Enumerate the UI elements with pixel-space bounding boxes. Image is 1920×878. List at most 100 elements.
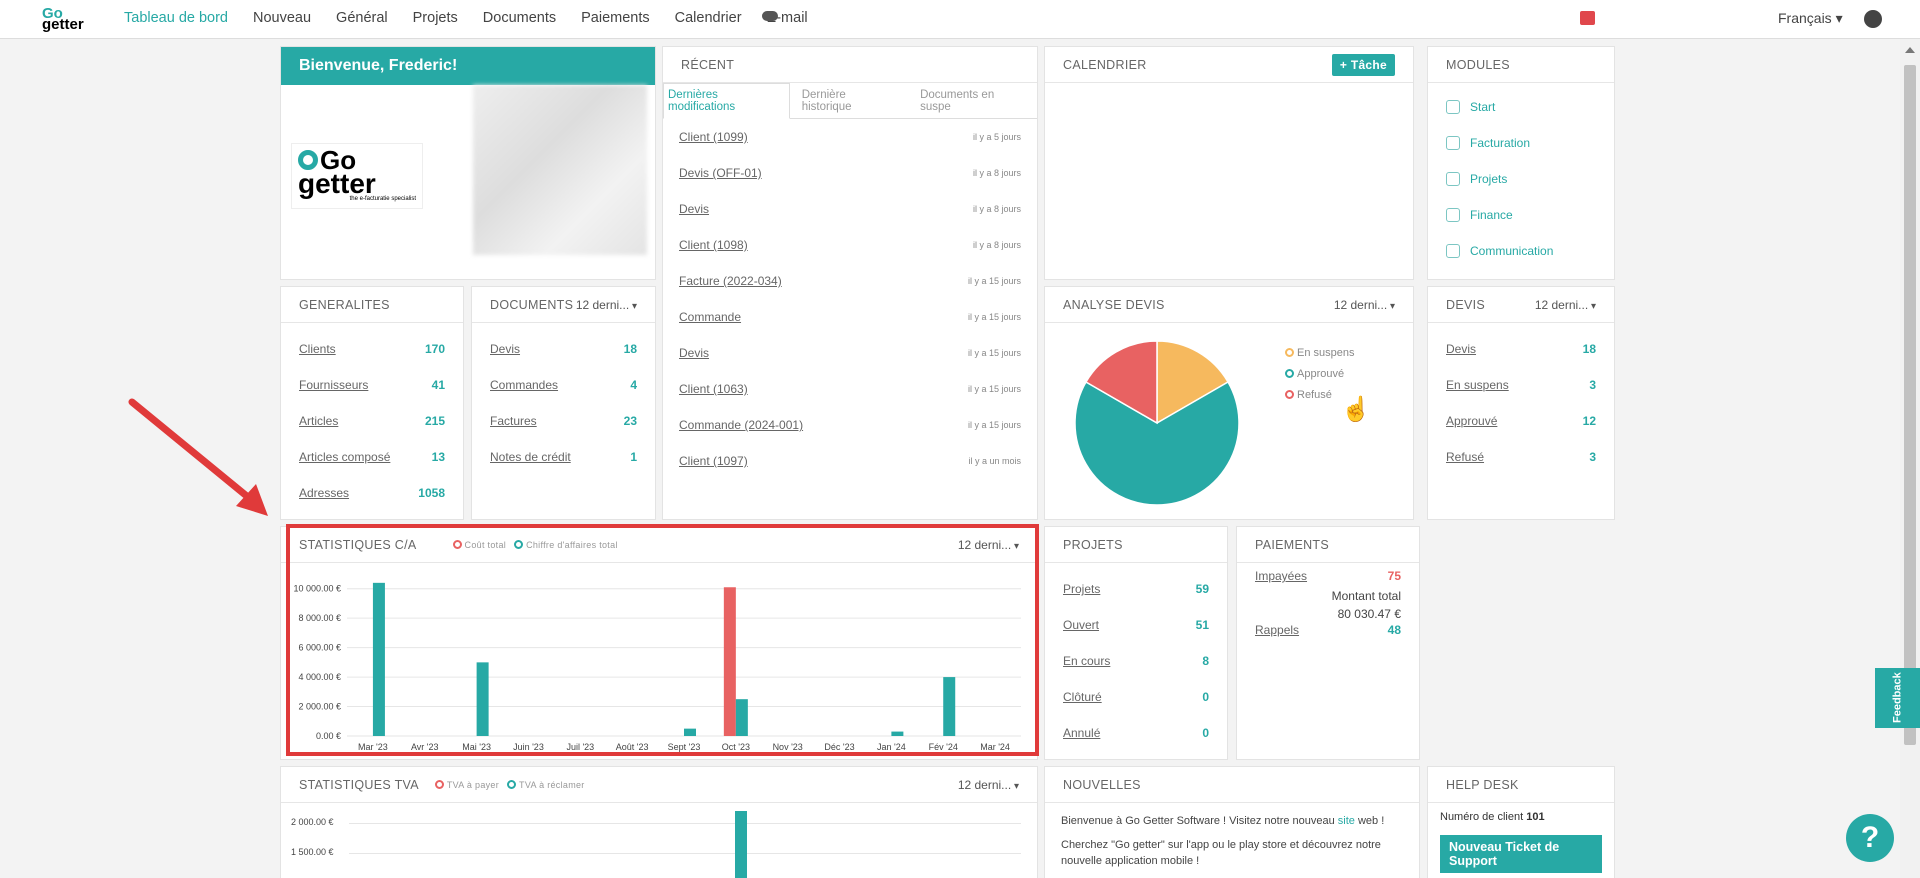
recent-item-link[interactable]: Commande (2024-001) [679,418,804,432]
nouvelles-panel: NOUVELLES Bienvenue à Go Getter Software… [1044,766,1420,878]
cloud-icon[interactable] [762,11,778,21]
stat-link-articles[interactable]: Articles [299,414,339,428]
stat-link-clients[interactable]: Clients [299,342,336,356]
scroll-up-arrow-icon[interactable] [1905,47,1915,53]
stat-link-invoices[interactable]: Factures [490,414,537,428]
stat-link-composite-articles[interactable]: Articles composé [299,450,391,464]
recent-item-time: il y a 8 jours [972,204,1021,214]
nav-item-dashboard[interactable]: Tableau de bord [124,10,228,26]
period-dropdown[interactable]: 12 derni... [958,778,1019,792]
stat-link-quotes[interactable]: Devis [1446,342,1477,356]
module-start[interactable]: Start [1446,89,1596,125]
tab-last-history[interactable]: Dernière historique [801,88,852,113]
stat-value: 215 [424,414,445,428]
recent-item-time: il y a 15 jours [967,276,1021,286]
new-support-ticket-button[interactable]: Nouveau Ticket de Support [1440,835,1602,873]
legend-label: Chiffre d'affaires total [526,539,618,550]
reminders-link[interactable]: Rappels [1255,623,1300,637]
legend-item[interactable]: Approuvé [1285,364,1354,385]
module-finance[interactable]: Finance [1446,197,1596,233]
legend-item[interactable]: En suspens [1285,343,1354,364]
avatar[interactable] [1864,10,1882,28]
help-button[interactable]: ? [1846,814,1894,862]
recent-item-link[interactable]: Client (1063) [679,382,748,396]
module-invoicing[interactable]: Facturation [1446,125,1596,161]
legend-dot [452,539,462,549]
language-selector[interactable]: Français ▾ [1778,10,1843,27]
welcome-panel: Bienvenue, Frederic! Go getter the e-fac… [280,46,656,280]
stat-link-projects[interactable]: Projets [1063,582,1101,596]
stat-link-open[interactable]: Ouvert [1063,618,1100,632]
bar [476,662,489,736]
tab-last-modifications[interactable]: Dernières modifications [663,83,790,119]
recent-item: Devis (OFF-01) il y a 8 jours [679,155,1021,191]
recent-item-link[interactable]: Facture (2022-034) [679,274,782,288]
page-scrollbar[interactable] [1900,39,1920,878]
nav-item-projects[interactable]: Projets [412,10,458,26]
stat-row: En suspens 3 [1446,367,1596,403]
stat-link-pending[interactable]: En suspens [1446,378,1509,392]
question-icon: ? [1860,821,1880,854]
stat-link-suppliers[interactable]: Fournisseurs [299,378,369,392]
nav-item-calendar[interactable]: Calendrier [674,10,742,26]
stat-link-cancelled[interactable]: Annulé [1063,726,1101,740]
x-tick-label: Mai '23 [462,742,491,752]
nav-item-general[interactable]: Général [336,10,388,26]
stat-link-closed[interactable]: Clôturé [1063,690,1102,704]
modules-title: MODULES [1446,57,1510,72]
stats-ca-title: STATISTIQUES C/A [299,537,417,552]
recent-item-link[interactable]: Devis [679,346,710,360]
legend-item[interactable]: Refusé [1285,385,1354,406]
stat-link-quotes[interactable]: Devis [490,342,521,356]
stat-link-approved[interactable]: Approuvé [1446,414,1498,428]
feedback-tab[interactable]: Feedback [1875,668,1920,728]
chart-legend: Coût total Chiffre d'affaires total [452,539,618,550]
app-logo[interactable]: Go getter [42,6,84,32]
stat-row: Annulé 0 [1063,715,1209,751]
recent-panel: RÉCENT Dernières modifications Dernière … [662,46,1038,520]
legend-item[interactable]: TVA à réclamer [507,779,585,790]
scrollbar-thumb[interactable] [1904,65,1916,745]
stat-link-addresses[interactable]: Adresses [299,486,350,500]
calendar-panel: CALENDRIER + Tâche [1044,46,1414,280]
stat-value: 13 [431,450,445,464]
period-dropdown[interactable]: 12 derni... [576,298,637,312]
stat-link-orders[interactable]: Commandes [490,378,559,392]
bar [684,728,696,736]
recent-item-time: il y a 15 jours [967,420,1021,430]
module-projects[interactable]: Projets [1446,161,1596,197]
period-dropdown[interactable]: 12 derni... [1334,298,1395,312]
nav-item-new[interactable]: Nouveau [253,10,312,26]
blurred-image [473,85,647,255]
stat-row: Fournisseurs 41 [299,367,445,403]
legend-item[interactable]: Chiffre d'affaires total [514,539,618,550]
recent-item-time: il y a 15 jours [967,384,1021,394]
recent-item-link[interactable]: Devis [679,202,710,216]
nav-item-documents[interactable]: Documents [482,10,557,26]
stat-link-in-progress[interactable]: En cours [1063,654,1111,668]
period-dropdown[interactable]: 12 derni... [1535,298,1596,312]
legend-item[interactable]: TVA à payer [434,779,499,790]
add-task-button[interactable]: + Tâche [1331,53,1395,76]
unpaid-link[interactable]: Impayées [1255,569,1308,583]
x-tick-label: Sept '23 [668,742,701,752]
stat-row: Clôturé 0 [1063,679,1209,715]
recent-item-link[interactable]: Client (1098) [679,238,748,252]
site-link[interactable]: site [1337,815,1355,827]
recent-item-link[interactable]: Client (1099) [679,130,748,144]
tab-pending-documents[interactable]: Documents en suspe [920,88,995,113]
y-tick-label: 8 000.00 € [298,613,341,623]
logo-go: Go [320,145,357,175]
stat-link-credit-notes[interactable]: Notes de crédit [490,450,571,464]
gift-icon[interactable] [1580,11,1595,25]
communication-icon [1446,244,1460,258]
recent-item-link[interactable]: Commande [679,310,742,324]
period-dropdown[interactable]: 12 derni... [958,538,1019,552]
stat-link-refused[interactable]: Refusé [1446,450,1485,464]
module-communication[interactable]: Communication [1446,233,1596,269]
recent-item-link[interactable]: Client (1097) [679,454,748,468]
user-icon [1446,100,1460,114]
legend-item[interactable]: Coût total [452,539,507,550]
nav-item-payments[interactable]: Paiements [581,10,650,26]
recent-item-link[interactable]: Devis (OFF-01) [679,166,762,180]
